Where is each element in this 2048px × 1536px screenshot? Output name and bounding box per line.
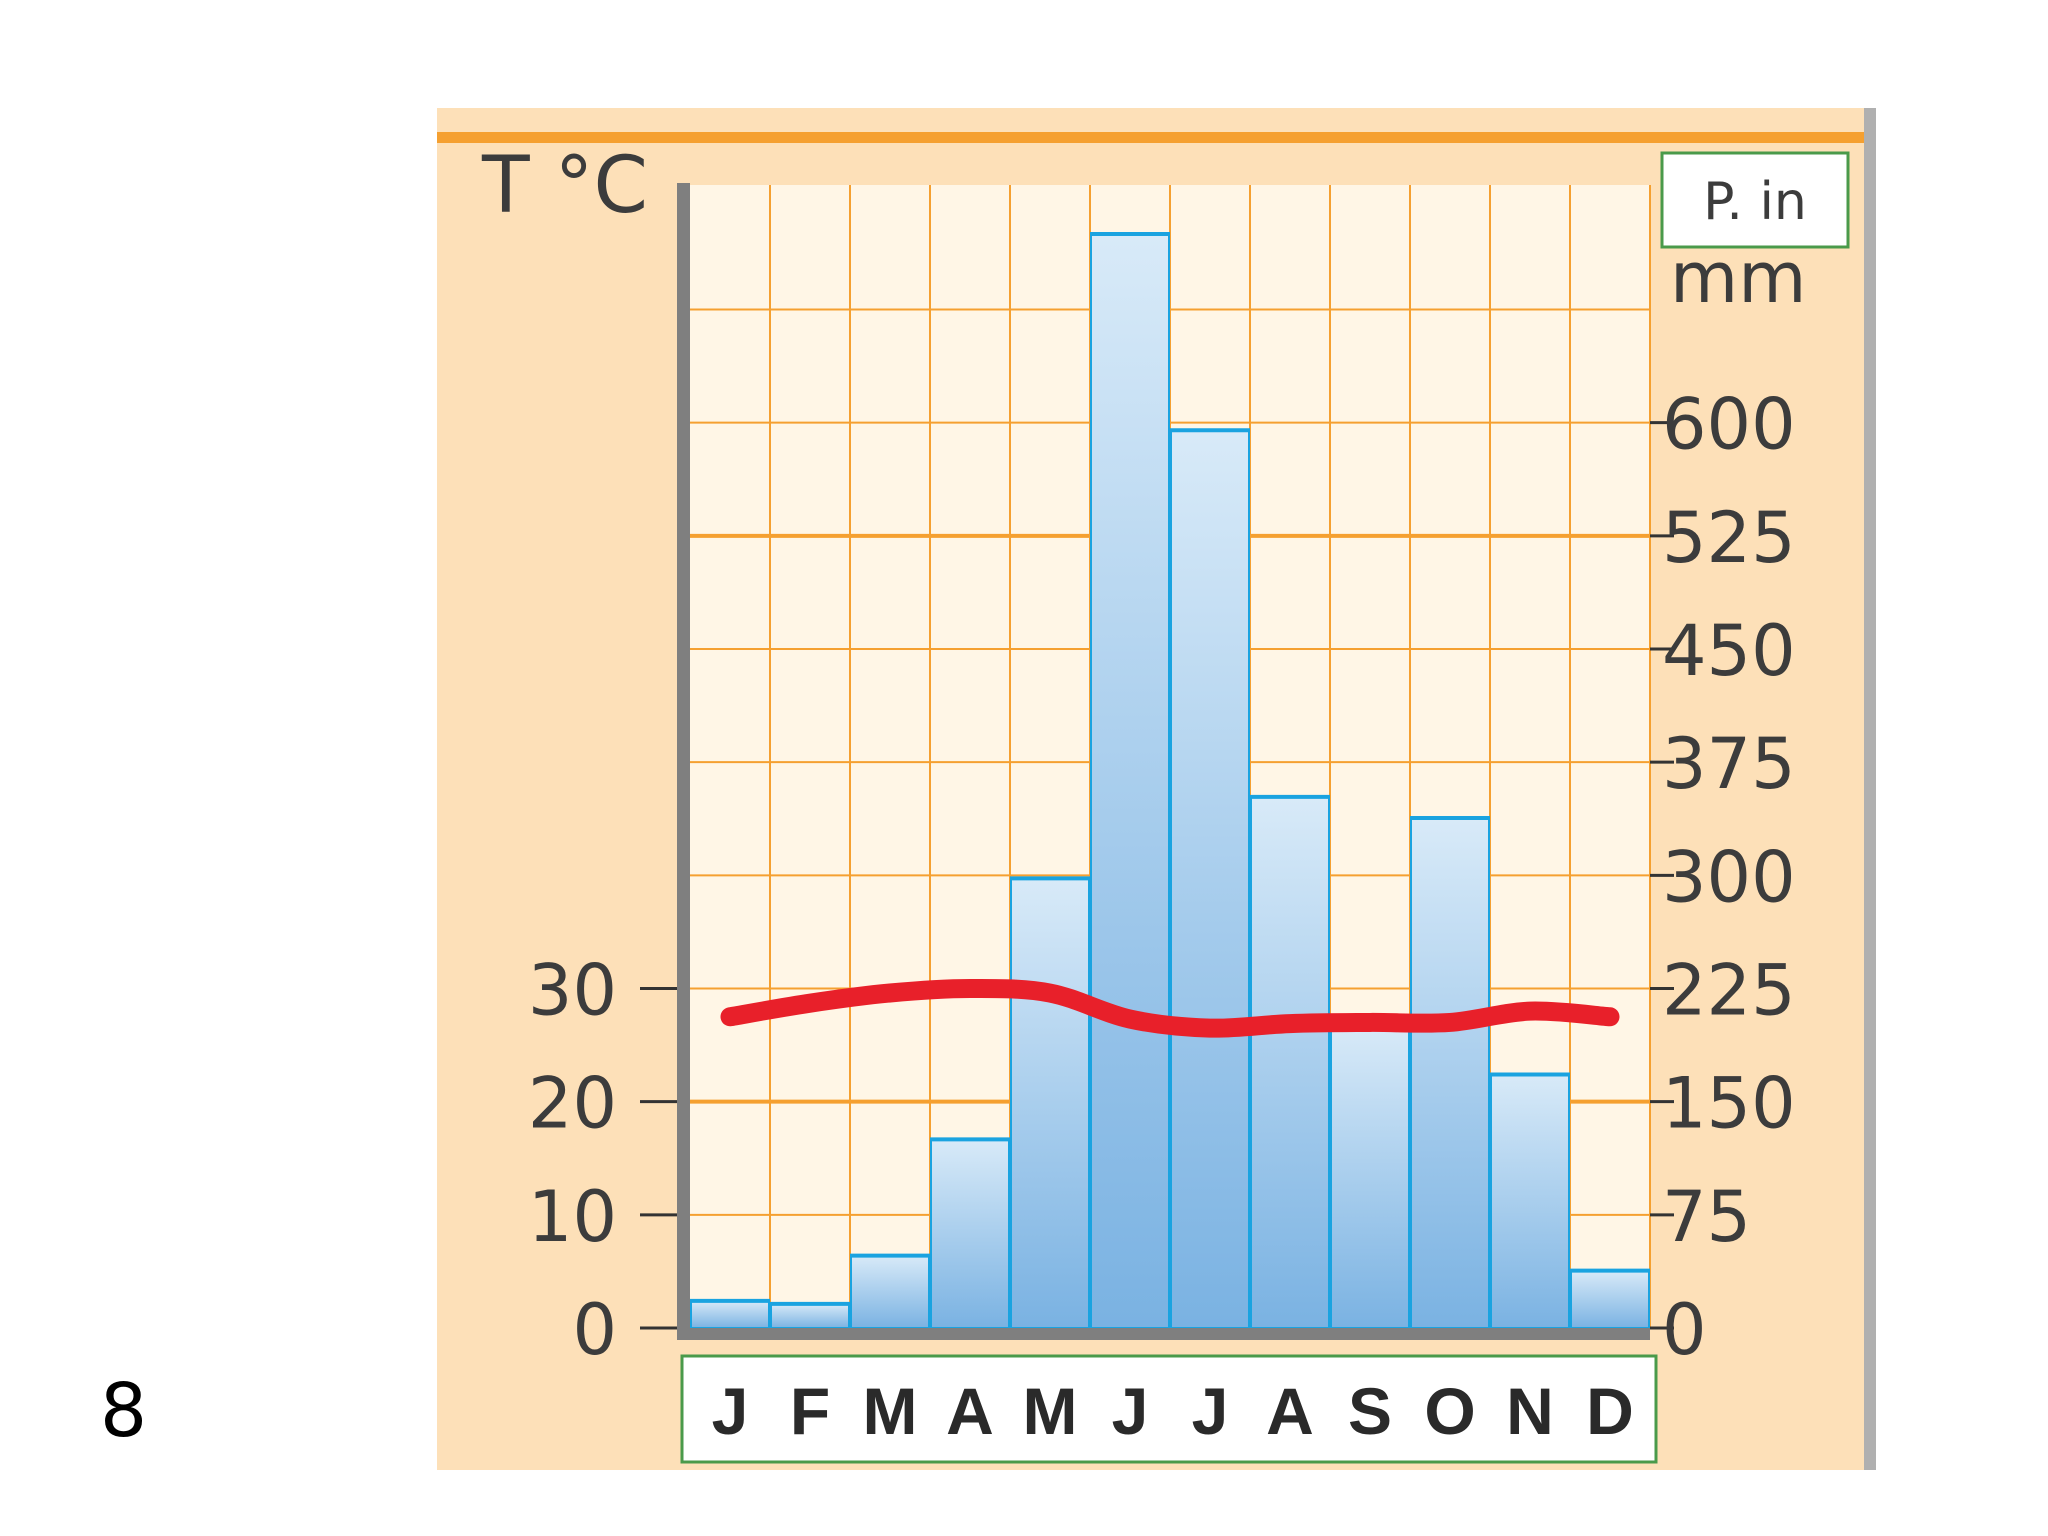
precip-bar-a-4: [930, 1138, 1010, 1329]
temperature-point: [1449, 1021, 1451, 1023]
right-tick-label: 225: [1662, 949, 1796, 1031]
chart-axes: [677, 183, 1650, 1340]
month-label-box: [680, 1354, 1658, 1464]
precip-bar-m-5: [1010, 877, 1090, 1329]
right-unit-box: [1660, 151, 1850, 249]
precip-bar-a-8: [1250, 795, 1330, 1329]
panel-top-stripe: [437, 132, 1864, 143]
bottom-axis-bar: [677, 1328, 1650, 1340]
temperature-point: [1209, 1027, 1211, 1029]
temperature-point: [729, 1016, 731, 1018]
temperature-point: [1129, 1018, 1131, 1020]
right-axis-title: mm: [1670, 237, 1806, 319]
temperature-line: [720, 978, 1620, 1038]
panel-right-shadow: [1864, 108, 1876, 1470]
right-tick-label: 150: [1662, 1063, 1796, 1145]
temperature-point: [809, 1002, 811, 1004]
left-tick-label: 10: [528, 1176, 617, 1258]
right-tick-label: 525: [1662, 497, 1796, 579]
left-axis-bar: [677, 183, 690, 1340]
right-tick-label: 300: [1662, 836, 1796, 918]
left-tick-label: 0: [572, 1289, 617, 1371]
temperature-point: [1609, 1016, 1611, 1018]
temperature-point: [1529, 1010, 1531, 1012]
month-label-2: F: [790, 1374, 830, 1448]
left-tick-label: 20: [528, 1063, 617, 1145]
month-label-1: J: [712, 1374, 749, 1448]
month-label-10: O: [1424, 1374, 1475, 1448]
temperature-point: [1369, 1021, 1371, 1023]
precip-bar-m-3: [850, 1254, 930, 1329]
precip-bar-j-7: [1170, 429, 1250, 1330]
temperature-point: [1289, 1023, 1291, 1025]
left-axis-title: T °C: [481, 141, 648, 231]
temperature-point: [969, 987, 971, 989]
temperature-point: [889, 992, 891, 994]
right-unit-box-label: P. in: [1703, 172, 1807, 232]
precip-bar-s-9: [1330, 1025, 1410, 1329]
temperature-series: [720, 978, 1620, 1038]
month-label-9: S: [1348, 1374, 1392, 1448]
month-label-7: J: [1192, 1374, 1229, 1448]
month-label-12: D: [1586, 1374, 1634, 1448]
month-label-4: A: [946, 1374, 994, 1448]
month-label-11: N: [1506, 1374, 1554, 1448]
slide-number: 8: [100, 1368, 148, 1454]
right-tick-label: 375: [1662, 723, 1796, 805]
month-label-8: A: [1266, 1374, 1314, 1448]
precip-bar-j-6: [1090, 233, 1170, 1330]
precip-bar-f-2: [770, 1302, 850, 1329]
precip-bar-o-10: [1410, 816, 1490, 1329]
right-tick-label: 600: [1662, 384, 1796, 466]
month-label-3: M: [863, 1374, 918, 1448]
month-label-5: M: [1023, 1374, 1078, 1448]
right-tick-label: 450: [1662, 610, 1796, 692]
precip-bar-n-11: [1490, 1073, 1570, 1329]
precip-bar-j-1: [690, 1299, 770, 1329]
precipitation-bars: [690, 232, 1650, 1330]
month-label-6: J: [1112, 1374, 1149, 1448]
right-tick-label: 75: [1662, 1176, 1751, 1258]
left-tick-label: 30: [528, 949, 617, 1031]
temperature-point: [1049, 992, 1051, 994]
precip-bar-d-12: [1570, 1269, 1650, 1329]
right-tick-label: 0: [1662, 1289, 1707, 1371]
